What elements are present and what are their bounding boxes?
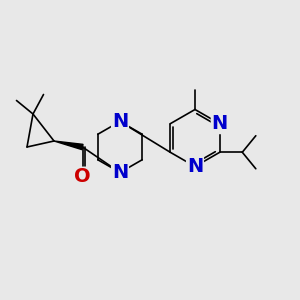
Polygon shape	[54, 141, 83, 150]
Text: N: N	[112, 112, 128, 131]
Text: N: N	[112, 163, 128, 182]
Text: N: N	[187, 157, 203, 176]
Text: N: N	[212, 114, 228, 133]
Text: O: O	[74, 167, 91, 187]
